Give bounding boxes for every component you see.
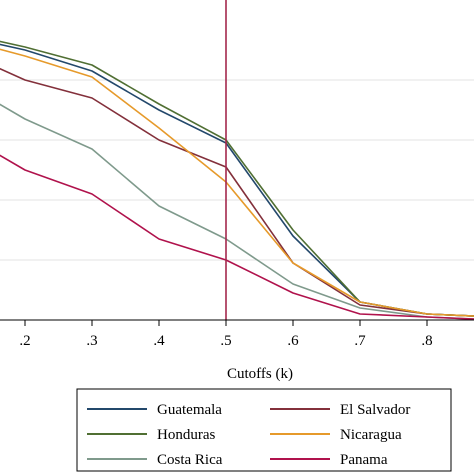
- legend-label: El Salvador: [340, 402, 410, 418]
- legend-label: Nicaragua: [340, 427, 402, 443]
- x-tick-label: .5: [220, 333, 231, 349]
- x-tick-label: .4: [153, 333, 165, 349]
- legend-label: Costa Rica: [157, 452, 223, 468]
- legend-label: Honduras: [157, 427, 215, 443]
- x-tick-label: .6: [287, 333, 299, 349]
- x-tick-label: .2: [19, 333, 30, 349]
- legend-box: [76, 388, 452, 472]
- legend-label: Guatemala: [157, 402, 222, 418]
- legend-label: Panama: [340, 452, 388, 468]
- x-tick-label: .8: [421, 333, 432, 349]
- x-axis: .2 .3 .4 .5 .6 .7 .8: [0, 319, 474, 349]
- x-axis-title: Cutoffs (k): [227, 366, 293, 382]
- x-tick-label: .3: [86, 333, 97, 349]
- x-tick-label: .7: [354, 333, 366, 349]
- legend: Guatemala El Salvador Honduras Nicaragua Cos…: [76, 388, 452, 472]
